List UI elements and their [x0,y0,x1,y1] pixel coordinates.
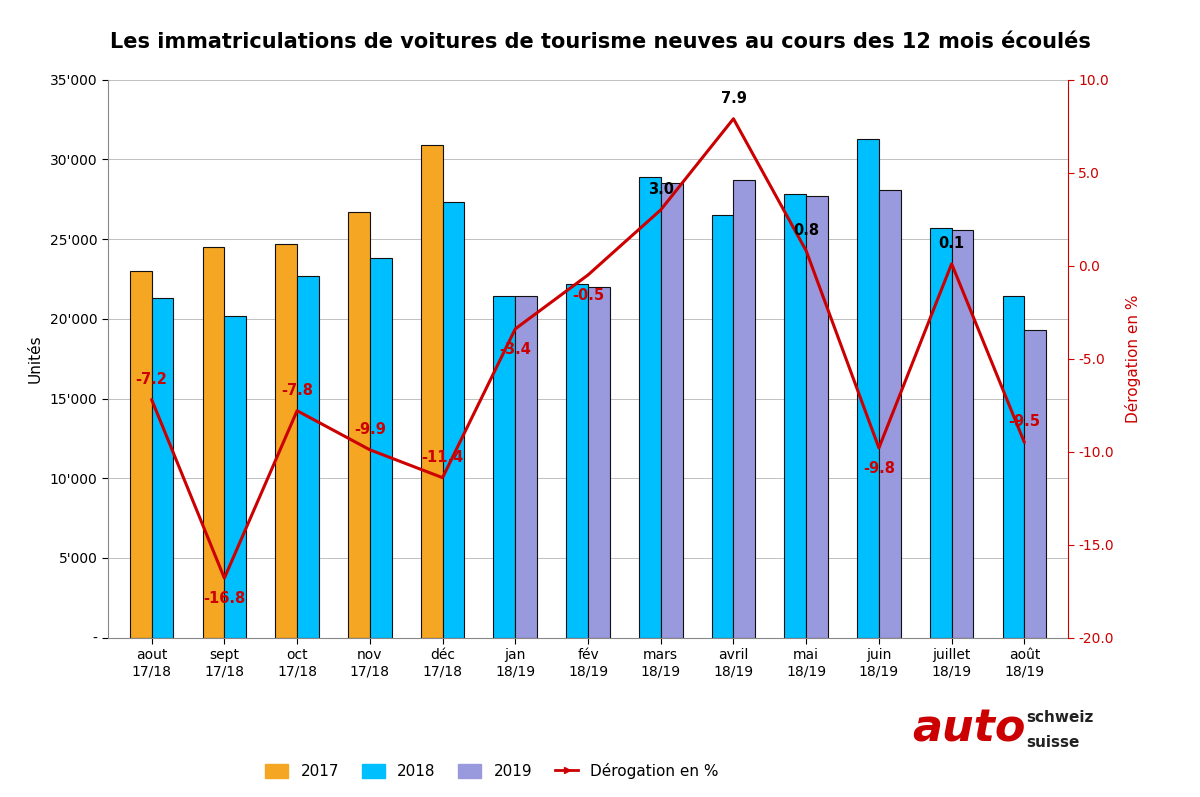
Text: -7.2: -7.2 [136,371,168,387]
Text: auto: auto [912,708,1026,751]
Text: Les immatriculations de voitures de tourisme neuves au cours des 12 mois écoulés: Les immatriculations de voitures de tour… [109,32,1091,52]
Text: -0.5: -0.5 [572,288,604,303]
Text: 0.1: 0.1 [938,236,965,251]
Bar [952,230,973,638]
Text: 3.0: 3.0 [648,182,673,197]
Text: -7.8: -7.8 [281,383,313,398]
Bar [298,276,319,638]
Bar [638,177,661,638]
Bar [224,316,246,638]
Text: -3.4: -3.4 [499,342,532,357]
Y-axis label: Dérogation en %: Dérogation en % [1126,294,1141,423]
Bar [370,258,391,638]
Text: -11.4: -11.4 [421,450,463,465]
Bar [493,296,515,638]
Text: 0.8: 0.8 [793,223,820,238]
Text: 7.9: 7.9 [720,91,746,106]
Bar [661,183,683,638]
Bar [421,145,443,638]
Bar [1025,330,1046,638]
Bar [588,287,610,638]
Bar [566,284,588,638]
Bar [857,139,878,638]
Bar [930,228,952,638]
Bar [878,190,901,638]
Text: suisse: suisse [1026,736,1079,750]
Bar [1002,296,1025,638]
Bar [348,212,370,638]
Text: -9.9: -9.9 [354,422,385,437]
Bar [130,271,151,638]
Text: schweiz: schweiz [1026,710,1093,724]
Y-axis label: Unités: Unités [28,334,43,383]
Bar [515,296,538,638]
Bar [712,215,733,638]
Bar [443,202,464,638]
Text: -9.5: -9.5 [1008,414,1040,430]
Bar [733,180,755,638]
Bar [806,196,828,638]
Legend: 2017, 2018, 2019, Dérogation en %: 2017, 2018, 2019, Dérogation en % [259,757,725,785]
Bar [203,247,224,638]
Text: -16.8: -16.8 [203,591,246,606]
Bar [275,244,298,638]
Text: -9.8: -9.8 [863,461,895,476]
Bar [785,194,806,638]
Bar [151,298,174,638]
